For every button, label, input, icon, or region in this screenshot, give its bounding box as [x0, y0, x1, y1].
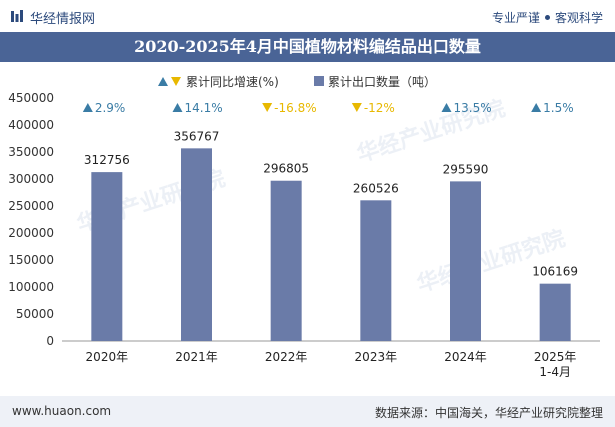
- legend-bar-swatch: [314, 76, 324, 86]
- growth-down-triangle-icon: [351, 103, 362, 112]
- data-source: 数据来源：中国海关，华经产业研究院整理: [374, 406, 603, 420]
- growth-label: 13.5%: [454, 101, 492, 115]
- bar: [270, 180, 302, 341]
- growth-label: 1.5%: [543, 101, 574, 115]
- site-url: www.huaon.com: [12, 404, 112, 418]
- growth-down-triangle-icon: [262, 103, 273, 112]
- y-tick-label: 450000: [8, 91, 54, 105]
- legend-down-triangle-icon: [171, 77, 181, 86]
- legend-up-triangle-icon: [158, 77, 168, 86]
- bar: [450, 181, 481, 341]
- bar-value-label: 295590: [443, 162, 489, 176]
- slogan: 专业严谨 客观科学: [492, 9, 603, 26]
- y-tick-label: 100000: [8, 280, 54, 294]
- chart-title: 2020-2025年4月中国植物材料编结品出口数量: [134, 37, 481, 56]
- slogan-dot-icon: [544, 15, 550, 20]
- y-tick-label: 50000: [16, 307, 54, 321]
- growth-up-triangle-icon: [172, 103, 183, 112]
- bar-value-label: 260526: [353, 181, 399, 195]
- x-tick-label: 2020年: [86, 350, 129, 364]
- bar: [360, 200, 392, 341]
- bar-value-label: 106169: [532, 265, 578, 279]
- growth-up-triangle-icon: [441, 103, 452, 112]
- x-tick-label: 2023年: [355, 350, 398, 364]
- slogan-left: 专业严谨: [491, 11, 540, 25]
- x-tick-label: 2025年: [534, 350, 577, 364]
- brand-logo-icon: [11, 10, 23, 22]
- slogan-right: 客观科学: [554, 11, 603, 25]
- bar: [91, 172, 123, 341]
- legend-growth-label: 累计同比增速(%): [186, 75, 279, 89]
- footer-bar: www.huaon.com 数据来源：中国海关，华经产业研究院整理: [0, 396, 615, 427]
- bar-value-label: 356767: [174, 129, 220, 143]
- y-tick-label: 250000: [8, 199, 54, 213]
- growth-label: 14.1%: [185, 101, 223, 115]
- x-tick-label: 1-4月: [539, 365, 571, 379]
- growth-label: -16.8%: [274, 101, 316, 115]
- growth-label: 2.9%: [95, 101, 126, 115]
- y-tick-label: 150000: [8, 253, 54, 267]
- growth-label: -12%: [364, 101, 395, 115]
- bar: [181, 148, 212, 341]
- y-tick-label: 200000: [8, 226, 54, 240]
- growth-up-triangle-icon: [82, 103, 93, 112]
- growth-up-triangle-icon: [531, 103, 542, 112]
- x-tick-label: 2024年: [444, 350, 487, 364]
- y-tick-label: 350000: [8, 145, 54, 159]
- bar-value-label: 296805: [263, 162, 309, 176]
- legend-bar-label: 累计出口数量（吨）: [328, 74, 436, 89]
- brand-name: 华经情报网: [30, 12, 96, 27]
- y-tick-label: 0: [46, 334, 54, 348]
- top-bar: 华经情报网 专业严谨 客观科学: [0, 0, 615, 32]
- x-tick-label: 2022年: [265, 350, 308, 364]
- bar-value-label: 312756: [84, 153, 130, 167]
- y-tick-label: 400000: [8, 118, 54, 132]
- bar: [539, 283, 571, 341]
- x-tick-label: 2021年: [175, 350, 218, 364]
- y-tick-label: 300000: [8, 172, 54, 186]
- title-bar: 2020-2025年4月中国植物材料编结品出口数量: [0, 32, 615, 62]
